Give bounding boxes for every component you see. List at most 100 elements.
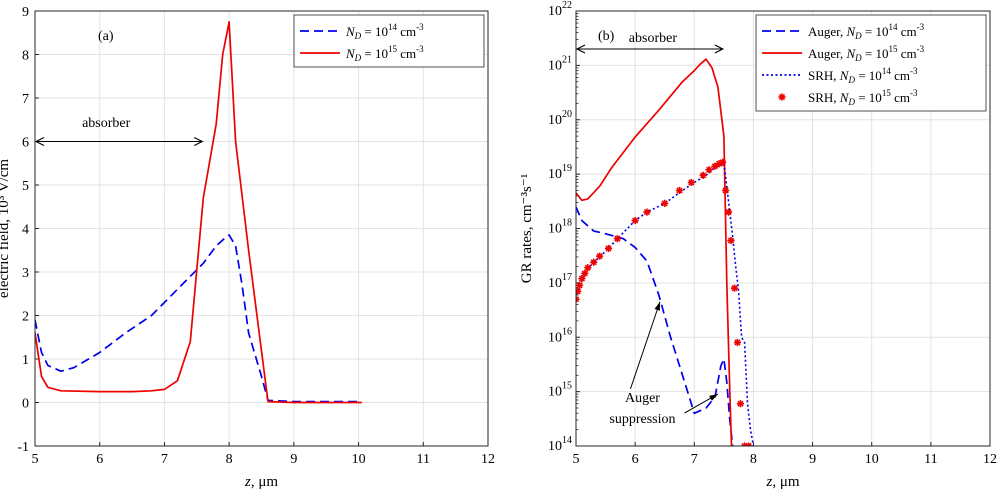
- legend-label: ND = 1015 cm-3: [345, 44, 424, 63]
- legend-label: SRH, ND = 1015 cm-3: [808, 88, 918, 107]
- x-tick-label: 8: [226, 452, 233, 467]
- absorber-arrow-head-left: [575, 44, 586, 54]
- y-tick-label: 0: [22, 397, 29, 412]
- x-tick-label: 10: [352, 452, 366, 467]
- legend-label: Auger, ND = 1014 cm-3: [808, 22, 925, 41]
- absorber-annotation: absorber: [82, 116, 131, 131]
- data-point-marker: [722, 186, 730, 195]
- legend-entry: Auger, ND = 1014 cm-3: [762, 22, 925, 41]
- axes-frame: [34, 10, 489, 447]
- x-tick-label: 5: [573, 452, 580, 467]
- data-point-marker: [578, 274, 586, 283]
- panel-label: (a): [98, 29, 114, 44]
- y-tick-label: 1021: [548, 54, 572, 73]
- x-tick-label: 10: [865, 452, 879, 467]
- series-line: [576, 58, 733, 446]
- axes-frame: [575, 10, 991, 447]
- legend-entry: SRH, ND = 1014 cm-3: [762, 66, 918, 85]
- data-point-marker: [661, 199, 669, 207]
- auger-pointer-arrow: [629, 301, 661, 390]
- y-tick-label: 3: [22, 266, 29, 281]
- x-tick-label: 8: [750, 452, 757, 467]
- data-point-marker: [705, 166, 713, 174]
- data-point-marker: [613, 235, 622, 243]
- data-point-marker: [596, 252, 604, 260]
- data-point-marker: [730, 284, 739, 292]
- legend-box: [293, 14, 485, 68]
- chart-b: 5 6 7 8 9 10 11 12 1014 1015 1016 1017 1018 1019 1020 1…: [519, 0, 997, 490]
- legend-entry: ND = 1014 cm-3: [300, 22, 424, 41]
- suppression-annotation: suppression: [609, 412, 675, 427]
- y-tick-label: 6: [22, 136, 29, 151]
- x-axis-label: z, μm: [765, 474, 799, 490]
- y-tick-label: 1014: [548, 435, 572, 454]
- data-point-marker: [699, 171, 707, 179]
- data-point-marker: [643, 208, 651, 216]
- data-point-marker: [581, 269, 589, 277]
- x-tick-label: 7: [691, 452, 698, 467]
- y-tick-label: 1018: [548, 218, 572, 237]
- y-tick-label: 9: [22, 5, 29, 20]
- y-tick-label: 1015: [548, 381, 572, 400]
- auger-pointer-head: [654, 301, 660, 311]
- y-tick-label: 8: [22, 49, 29, 64]
- data-point-marker: [687, 178, 695, 187]
- series-group: [576, 58, 755, 446]
- data-point-marker: [584, 264, 592, 272]
- data-point-marker: [675, 186, 684, 195]
- data-point-marker: [733, 338, 742, 347]
- y-tick-label: 1017: [548, 272, 572, 291]
- legend: Auger, ND = 1014 cm-3 Auger, ND = 1015 cm…: [755, 14, 987, 112]
- legend-entry: SRH, ND = 1015 cm-3: [778, 88, 918, 107]
- legend-label: ND = 1014 cm-3: [345, 22, 424, 41]
- data-point-marker: [631, 216, 639, 225]
- data-point-marker: [724, 208, 733, 216]
- y-tick-label: 5: [22, 179, 29, 194]
- x-tick-label: 6: [632, 452, 639, 467]
- y-tick-label: 1019: [548, 163, 572, 182]
- legend: ND = 1014 cm-3 ND = 1015 cm-3: [293, 14, 485, 68]
- x-tick-label: 11: [417, 452, 430, 467]
- x-axis-label: z, μm: [244, 474, 278, 490]
- legend-label: Auger, ND = 1015 cm-3: [808, 44, 925, 63]
- x-tick-label: 9: [290, 452, 297, 467]
- y-tick-label: 1: [22, 353, 29, 368]
- legend-label: SRH, ND = 1014 cm-3: [808, 66, 918, 85]
- suppression-pointer-head: [709, 394, 718, 401]
- legend-entry: Auger, ND = 1015 cm-3: [762, 44, 925, 63]
- x-tick-label: 7: [161, 452, 168, 467]
- absorber-arrow-head-right: [194, 137, 204, 146]
- x-tick-label: 12: [983, 452, 997, 467]
- legend-entry: ND = 1015 cm-3: [300, 44, 424, 63]
- absorber-arrow-head-right: [714, 44, 725, 54]
- y-tick-label: 1020: [548, 109, 572, 128]
- data-point-marker: [727, 236, 735, 245]
- y-tick-label: 1016: [548, 326, 572, 345]
- x-tick-label: 11: [924, 452, 937, 467]
- x-tick-label: 12: [481, 452, 495, 467]
- y-tick-label: -1: [17, 440, 29, 455]
- series-group: [35, 21, 362, 404]
- data-point-marker: [604, 244, 613, 253]
- data-point-marker: [590, 258, 598, 266]
- x-tick-label: 6: [96, 452, 103, 467]
- series-line: [576, 206, 734, 446]
- y-tick-label: 2: [22, 310, 29, 325]
- panel-label: (b): [598, 29, 615, 44]
- legend-marker: [778, 93, 786, 101]
- y-tick-label: 7: [22, 92, 29, 107]
- series-line: [35, 234, 362, 403]
- absorber-annotation: absorber: [629, 31, 678, 46]
- absorber-arrow-head-left: [34, 137, 45, 146]
- series-line: [35, 21, 362, 404]
- y-tick-label: 4: [22, 223, 29, 238]
- data-point-marker: [736, 400, 745, 408]
- data-point-marker: [576, 281, 584, 289]
- y-axis-label: electric field, 10³ V/cm: [0, 159, 12, 299]
- y-axis-label: GR rates, cm⁻³s⁻¹: [519, 174, 535, 283]
- x-tick-label: 9: [809, 452, 816, 467]
- data-point-marker: [719, 158, 727, 166]
- auger-annotation: Auger: [625, 391, 660, 406]
